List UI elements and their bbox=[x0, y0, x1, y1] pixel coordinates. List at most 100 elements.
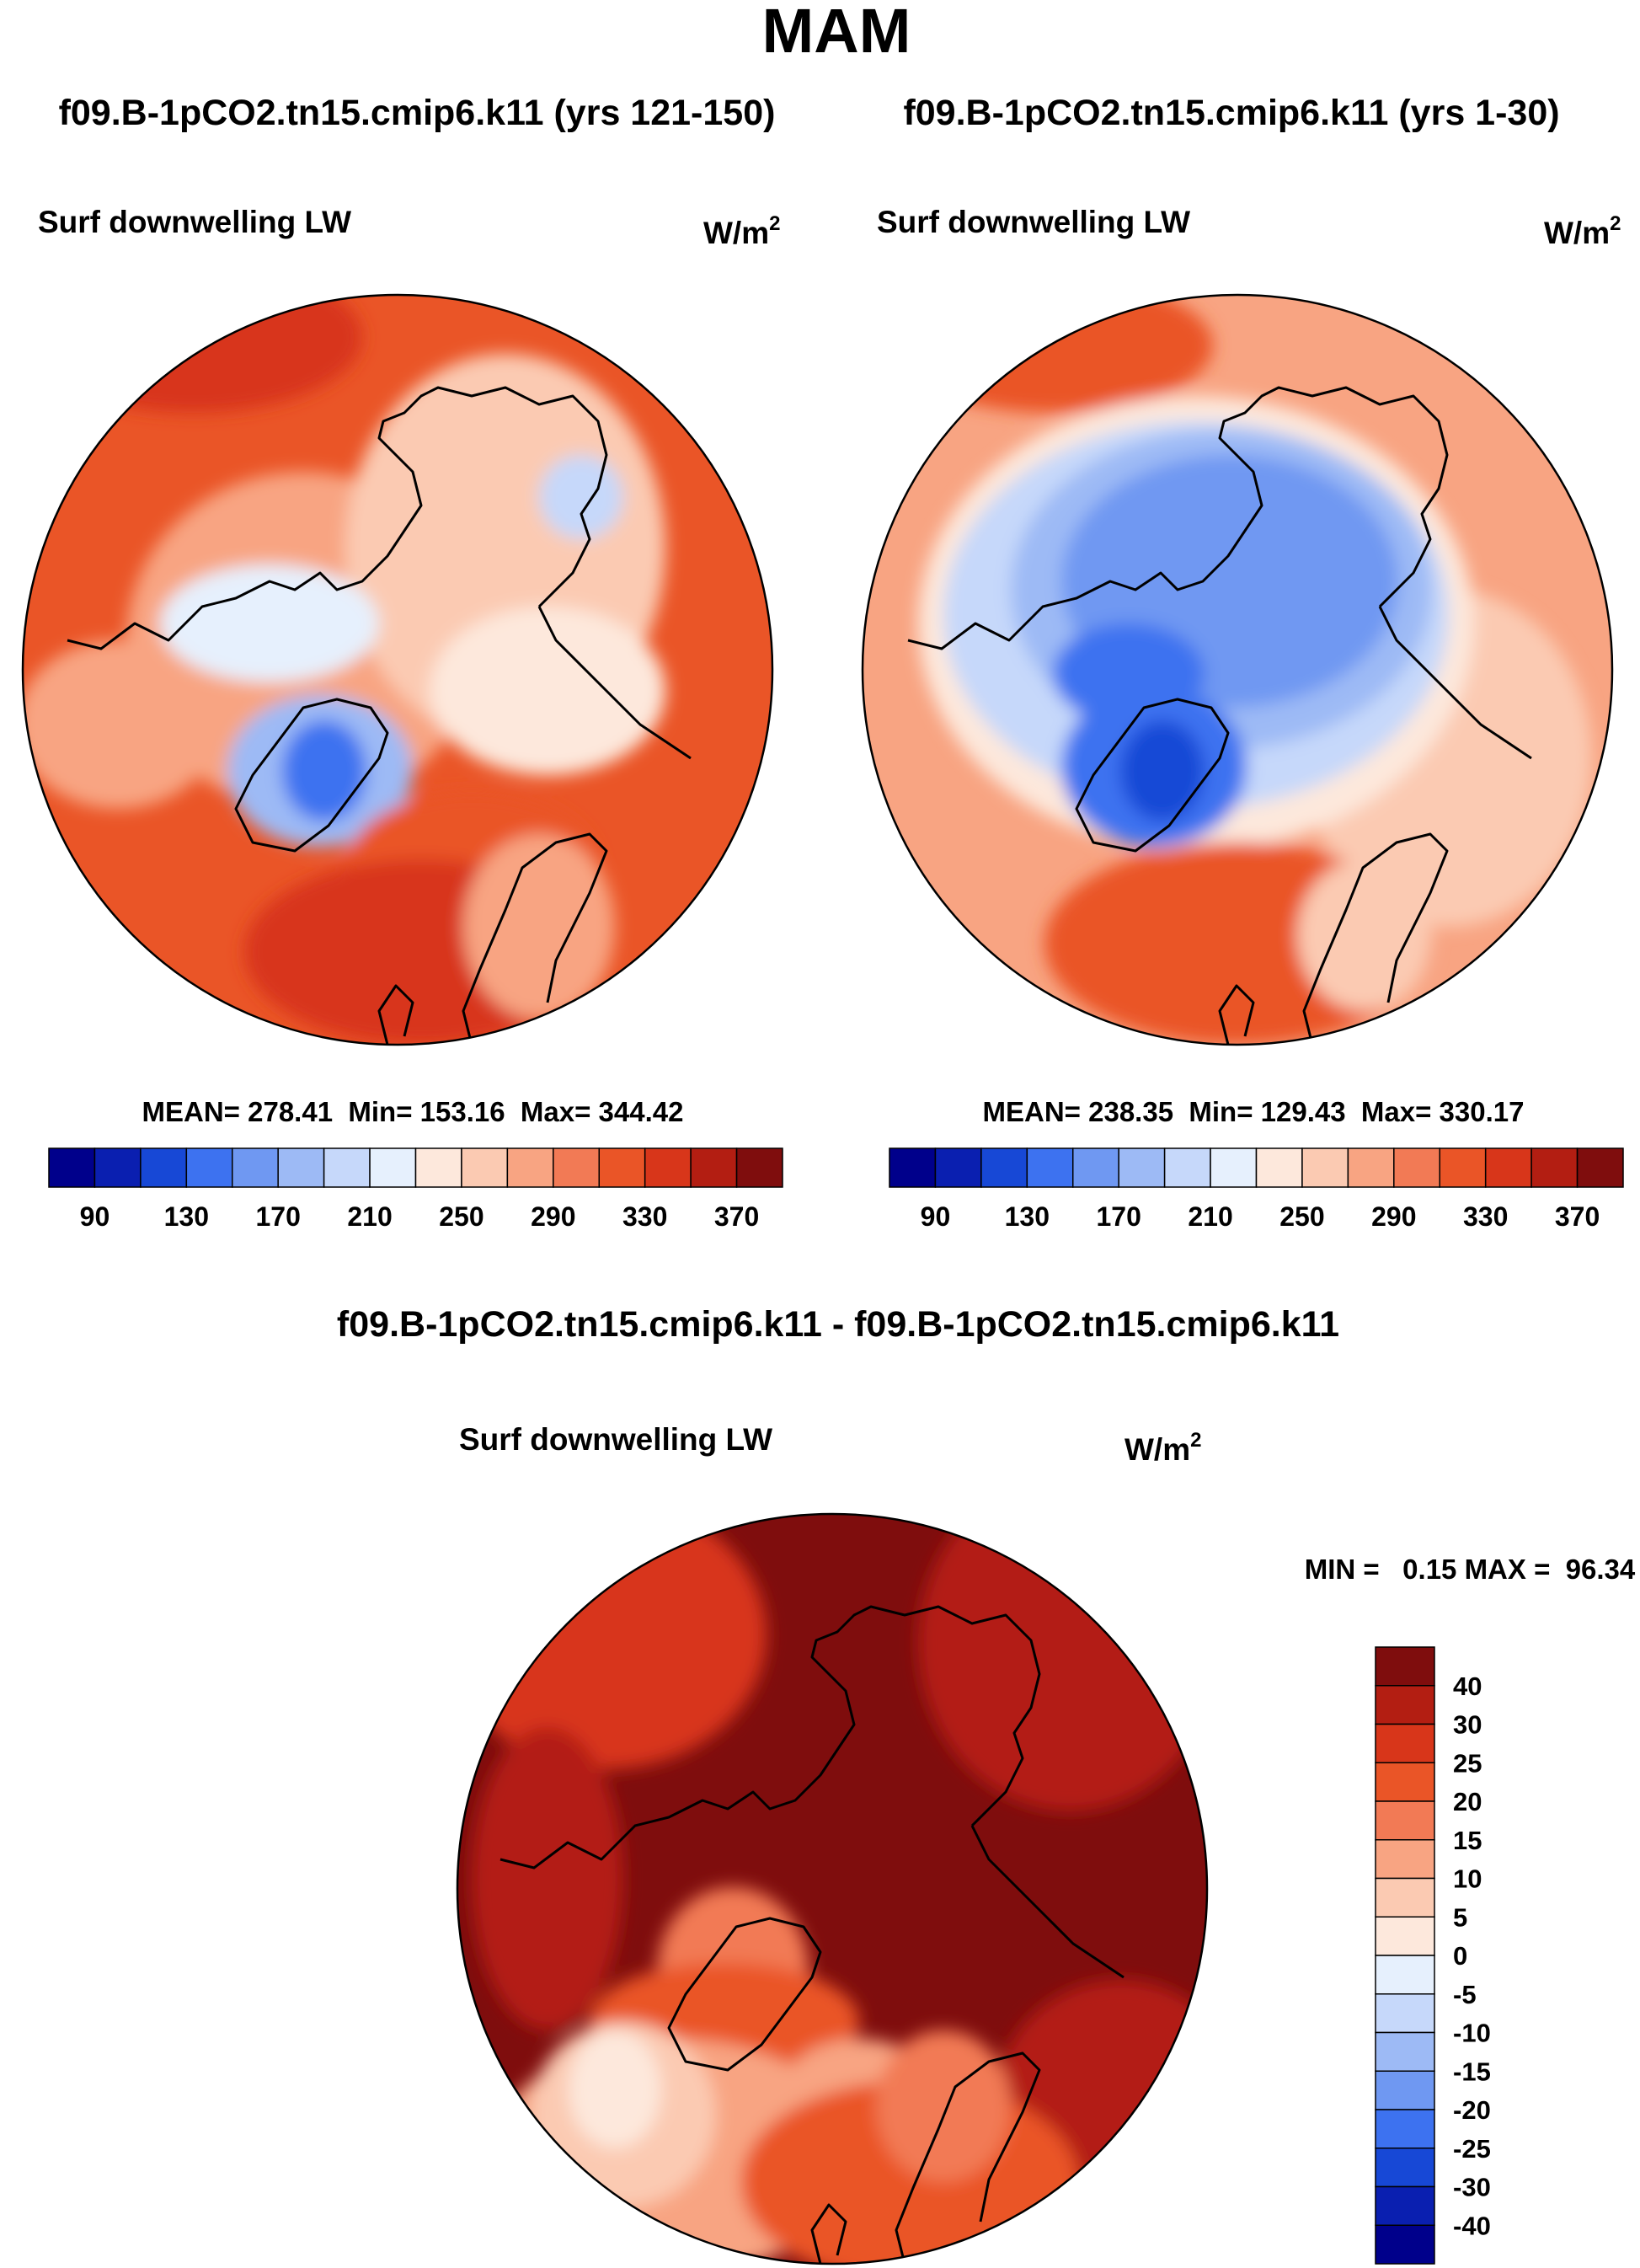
right-colorbar-box bbox=[1484, 1147, 1532, 1188]
right-colorbar-label: 330 bbox=[1463, 1201, 1508, 1232]
difference-colorbar-label: -20 bbox=[1453, 2095, 1491, 2125]
left-colorbar-box bbox=[140, 1147, 188, 1188]
difference-colorbar-label: -10 bbox=[1453, 2019, 1491, 2048]
difference-colorbar-box bbox=[1375, 1993, 1435, 2034]
difference-colorbar-label: -25 bbox=[1453, 2134, 1491, 2164]
difference-colorbar-box bbox=[1375, 1955, 1435, 1995]
left-colorbar-box bbox=[185, 1147, 233, 1188]
right-colorbar-box bbox=[1530, 1147, 1579, 1188]
difference-colorbar-label: -30 bbox=[1453, 2173, 1491, 2202]
right-case-title: f09.B-1pCO2.tn15.cmip6.k11 (yrs 1-30) bbox=[903, 93, 1559, 133]
right-colorbar-box bbox=[1118, 1147, 1166, 1188]
right-variable-label: Surf downwelling LW bbox=[877, 205, 1190, 239]
difference-units: W/m2 bbox=[1124, 1429, 1201, 1467]
right-colorbar-box bbox=[889, 1147, 937, 1188]
left-colorbar-box bbox=[369, 1147, 417, 1188]
difference-colorbar-box bbox=[1375, 2109, 1435, 2149]
difference-colorbar-label: 30 bbox=[1453, 1710, 1482, 1740]
difference-colorbar-box bbox=[1375, 2070, 1435, 2110]
right-colorbar: 90 130 170 210 250 290 330 370 bbox=[889, 1147, 1624, 1232]
right-colorbar-box bbox=[1576, 1147, 1624, 1188]
left-colorbar-box bbox=[506, 1147, 554, 1188]
difference-colorbar-box bbox=[1375, 1800, 1435, 1841]
right-colorbar-box bbox=[1163, 1147, 1211, 1188]
left-stats: MEAN= 278.41 Min= 153.16 Max= 344.42 bbox=[142, 1096, 684, 1127]
difference-colorbar-box bbox=[1375, 1839, 1435, 1880]
left-colorbar-box bbox=[93, 1147, 142, 1188]
difference-colorbar-label: 10 bbox=[1453, 1864, 1482, 1894]
right-colorbar-box bbox=[1072, 1147, 1119, 1188]
svg-text:W/m2: W/m2 bbox=[1544, 212, 1621, 250]
difference-colorbar-box bbox=[1375, 1646, 1435, 1687]
season-title: MAM bbox=[762, 0, 911, 66]
left-colorbar-box bbox=[277, 1147, 325, 1188]
left-colorbar-box bbox=[232, 1147, 279, 1188]
left-colorbar-label: 170 bbox=[255, 1201, 300, 1232]
right-colorbar-label: 170 bbox=[1096, 1201, 1141, 1232]
difference-colorbar-label: -15 bbox=[1453, 2057, 1491, 2086]
left-colorbar-box bbox=[690, 1147, 738, 1188]
difference-colorbar: 40 30 25 20 15 10 5 0 -5 -10 -15 -20 -25 -30 -40 bbox=[1375, 1646, 1491, 2265]
difference-colorbar-box bbox=[1375, 1723, 1435, 1763]
right-stats: MEAN= 238.35 Min= 129.43 Max= 330.17 bbox=[983, 1096, 1525, 1127]
right-colorbar-box bbox=[1301, 1147, 1349, 1188]
difference-colorbar-label: -40 bbox=[1453, 2211, 1491, 2240]
left-colorbar-label: 130 bbox=[164, 1201, 209, 1232]
difference-colorbar-box bbox=[1375, 2148, 1435, 2188]
svg-text:W/m2: W/m2 bbox=[703, 212, 780, 250]
difference-colorbar-label: 15 bbox=[1453, 1826, 1482, 1855]
difference-colorbar-box bbox=[1375, 2031, 1435, 2072]
right-colorbar-box bbox=[934, 1147, 982, 1188]
difference-colorbar-box bbox=[1375, 1916, 1435, 1956]
right-colorbar-box bbox=[1026, 1147, 1074, 1188]
right-colorbar-box bbox=[1210, 1147, 1258, 1188]
right-colorbar-label: 210 bbox=[1188, 1201, 1232, 1232]
left-units: W/m2 bbox=[703, 212, 780, 250]
difference-title: f09.B-1pCO2.tn15.cmip6.k11 - f09.B-1pCO2… bbox=[337, 1304, 1339, 1345]
difference-colorbar-label: -5 bbox=[1453, 1980, 1477, 2009]
right-colorbar-label: 290 bbox=[1371, 1201, 1416, 1232]
left-colorbar-box bbox=[644, 1147, 692, 1188]
left-polar-map bbox=[21, 293, 774, 1046]
left-colorbar: 90 130 170 210 250 290 330 370 bbox=[48, 1147, 783, 1232]
right-colorbar-box bbox=[1393, 1147, 1440, 1188]
right-colorbar-box bbox=[1439, 1147, 1487, 1188]
left-colorbar-box bbox=[553, 1147, 600, 1188]
difference-colorbar-label: 20 bbox=[1453, 1787, 1482, 1816]
right-colorbar-label: 250 bbox=[1279, 1201, 1324, 1232]
difference-stats: MIN = 0.15 MAX = 96.34 bbox=[1305, 1554, 1636, 1585]
right-polar-map bbox=[861, 293, 1614, 1046]
difference-colorbar-label: 40 bbox=[1453, 1672, 1482, 1701]
right-colorbar-label: 130 bbox=[1005, 1201, 1050, 1232]
right-colorbar-box bbox=[1255, 1147, 1303, 1188]
left-colorbar-box bbox=[598, 1147, 646, 1188]
svg-text:W/m2: W/m2 bbox=[1124, 1429, 1201, 1467]
left-case-title: f09.B-1pCO2.tn15.cmip6.k11 (yrs 121-150) bbox=[59, 93, 776, 133]
difference-colorbar-box bbox=[1375, 1877, 1435, 1918]
difference-colorbar-label: 0 bbox=[1453, 1941, 1467, 1971]
difference-variable-label: Surf downwelling LW bbox=[459, 1422, 772, 1457]
right-colorbar-label: 90 bbox=[921, 1201, 951, 1232]
difference-colorbar-label: 25 bbox=[1453, 1748, 1482, 1778]
difference-polar-map bbox=[456, 1512, 1209, 2265]
left-variable-label: Surf downwelling LW bbox=[38, 205, 351, 239]
left-colorbar-label: 90 bbox=[80, 1201, 110, 1232]
left-colorbar-box bbox=[414, 1147, 462, 1188]
difference-colorbar-label: 5 bbox=[1453, 1902, 1467, 1932]
left-colorbar-label: 370 bbox=[714, 1201, 759, 1232]
right-colorbar-label: 370 bbox=[1555, 1201, 1600, 1232]
difference-colorbar-box bbox=[1375, 1762, 1435, 1802]
right-units: W/m2 bbox=[1544, 212, 1621, 250]
left-colorbar-box bbox=[735, 1147, 783, 1188]
left-colorbar-label: 210 bbox=[347, 1201, 392, 1232]
right-colorbar-box bbox=[980, 1147, 1028, 1188]
left-colorbar-label: 330 bbox=[622, 1201, 667, 1232]
right-colorbar-box bbox=[1347, 1147, 1395, 1188]
difference-colorbar-box bbox=[1375, 1685, 1435, 1725]
difference-colorbar-box bbox=[1375, 2224, 1435, 2265]
left-colorbar-label: 290 bbox=[531, 1201, 575, 1232]
left-colorbar-box bbox=[48, 1147, 96, 1188]
left-colorbar-label: 250 bbox=[439, 1201, 483, 1232]
difference-colorbar-box bbox=[1375, 2185, 1435, 2226]
